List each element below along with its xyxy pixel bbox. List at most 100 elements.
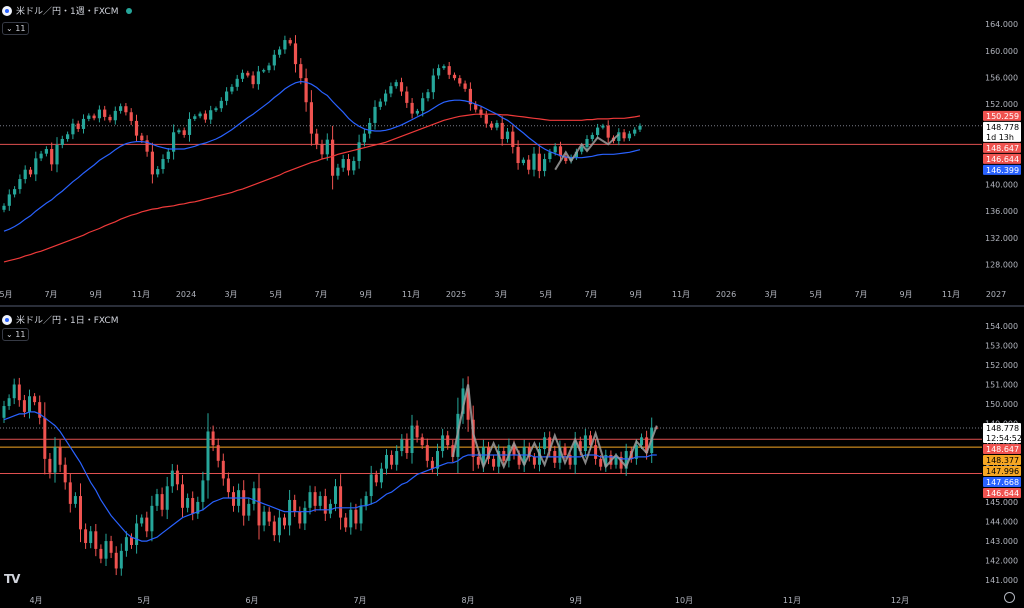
candle-body [68, 482, 72, 504]
candle-body [601, 125, 605, 128]
candle-body [18, 179, 22, 190]
candle-body [323, 496, 327, 514]
candle-body [156, 169, 160, 175]
usd-jpy-symbol-icon [2, 314, 12, 325]
y-tick-label: 140.000 [985, 180, 1018, 189]
candle-body [203, 113, 207, 120]
candle-body [548, 437, 552, 452]
x-tick-label: 11月 [672, 290, 690, 299]
candle-body [583, 435, 587, 452]
candle-body [357, 142, 361, 162]
candle-body [362, 133, 366, 143]
candle-body [81, 118, 86, 129]
x-tick-label: 9月 [899, 290, 912, 299]
candle-body [437, 68, 441, 76]
price-label-tag [983, 153, 1021, 164]
candle-body [394, 82, 398, 87]
candle-body [400, 439, 404, 452]
candle-body [283, 40, 287, 50]
candle-body [219, 100, 223, 109]
candle-body [216, 445, 220, 461]
candle-body [33, 396, 37, 403]
candle-body [331, 139, 335, 176]
candle-body [495, 122, 499, 128]
x-tick-label: 5月 [0, 290, 13, 299]
candle-body [368, 122, 372, 134]
x-tick-label: 7月 [584, 290, 597, 299]
weekly-indicator-toggle[interactable]: ⌄ 11 [2, 22, 30, 35]
weekly-chart[interactable]: 164.000160.000156.000152.000148.000144.0… [0, 20, 1021, 299]
candle-body [247, 503, 251, 516]
y-tick-label: 152.000 [985, 100, 1018, 109]
candle-body [463, 83, 467, 89]
candle-body [452, 74, 457, 79]
price-label-value: 148.778 [986, 123, 1019, 132]
usd-jpy-symbol-icon [2, 5, 12, 16]
y-tick-label: 154.000 [985, 322, 1018, 331]
candle-body [325, 139, 329, 155]
price-label-tag [983, 422, 1021, 443]
candle-body [468, 88, 472, 105]
candle-body [640, 437, 643, 446]
y-tick-label: 143.000 [985, 537, 1018, 546]
candle-body [563, 447, 567, 455]
candle-body [389, 86, 393, 94]
candle-body [614, 456, 618, 465]
daily-chart-header[interactable]: 米ドル／円・1日・FXCM [2, 313, 118, 326]
x-tick-label: 8月 [461, 596, 474, 605]
settings-icon[interactable] [1004, 592, 1015, 603]
candle-body [627, 133, 631, 139]
candle-body [436, 451, 439, 469]
candle-body [221, 460, 225, 479]
zigzag-line [554, 133, 620, 171]
candle-body [155, 494, 159, 506]
candle-body [39, 153, 43, 159]
chevron-down-icon: ⌄ [6, 24, 16, 33]
candle-body [13, 189, 17, 195]
candle-body [170, 470, 174, 487]
daily-chart[interactable]: 154.000153.000152.000151.000150.000149.0… [0, 322, 1022, 605]
candle-body [198, 113, 202, 117]
candle-body [410, 425, 414, 453]
price-label-tag [983, 465, 1021, 476]
candle-body [206, 431, 210, 481]
candle-body [48, 458, 52, 473]
candle-body [73, 496, 77, 504]
candle-body [390, 454, 394, 465]
candle-body [103, 109, 107, 117]
candle-body [405, 91, 409, 103]
candle-body [293, 43, 298, 65]
candle-body [235, 78, 239, 87]
y-tick-label: 132.000 [985, 234, 1018, 243]
y-tick-label: 128.000 [985, 261, 1018, 270]
candle-body [89, 531, 93, 544]
price-label-tag [983, 443, 1021, 454]
candle-body [373, 106, 377, 123]
candle-body [129, 112, 133, 121]
candle-body [318, 496, 322, 506]
tradingview-logo-icon: TV [4, 572, 21, 586]
candle-body [339, 486, 343, 518]
candle-body [512, 445, 516, 455]
candle-body [182, 130, 186, 135]
candle-body [283, 517, 286, 526]
x-tick-label: 10月 [675, 596, 693, 605]
candle-body [497, 451, 501, 467]
x-tick-label: 5月 [269, 290, 282, 299]
candle-body [161, 159, 165, 170]
candle-body [150, 505, 154, 532]
candle-body [578, 441, 582, 452]
daily-indicator-toggle[interactable]: ⌄ 11 [2, 328, 30, 341]
candle-body [187, 118, 192, 135]
x-tick-label: 7月 [353, 596, 366, 605]
candle-body [166, 151, 170, 160]
price-label-countdown: 1d 13h [986, 133, 1014, 142]
candle-body [2, 205, 6, 210]
candle-body [426, 92, 430, 99]
candle-body [624, 451, 628, 469]
weekly-chart-header[interactable]: 米ドル／円・1週・FXCM [2, 4, 133, 17]
candle-body [92, 115, 96, 119]
candle-body [267, 65, 271, 71]
candle-body [140, 517, 144, 524]
